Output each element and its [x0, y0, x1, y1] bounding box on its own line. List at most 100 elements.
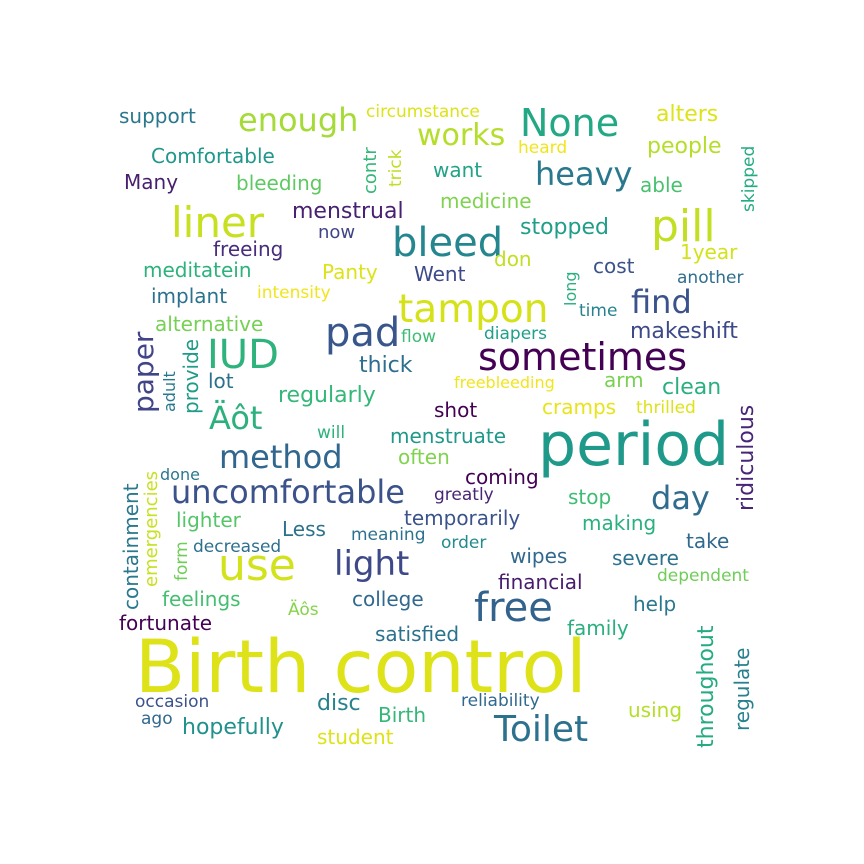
- word: Comfortable: [151, 144, 275, 168]
- word: Äôs: [288, 600, 319, 620]
- word: occasion: [135, 692, 210, 712]
- word: paper: [127, 331, 160, 413]
- word: 1year: [680, 240, 738, 264]
- word: support: [119, 104, 196, 128]
- word: often: [398, 445, 450, 469]
- word: containment: [119, 483, 143, 610]
- word: Toilet: [494, 709, 589, 750]
- word: light: [334, 544, 410, 584]
- word: Many: [124, 170, 179, 194]
- word: thick: [359, 353, 413, 378]
- word: lot: [208, 369, 234, 393]
- word: contr: [360, 147, 381, 194]
- word: people: [647, 134, 722, 159]
- word: stop: [568, 485, 612, 509]
- word: reliability: [461, 691, 540, 711]
- word: Went: [414, 262, 466, 286]
- word: freebleeding: [454, 373, 555, 392]
- word: Äôt: [209, 399, 263, 437]
- word: now: [318, 222, 356, 243]
- word: tampon: [398, 287, 549, 332]
- word: flow: [401, 327, 437, 347]
- word: dependent: [657, 566, 749, 586]
- word: arm: [604, 368, 644, 392]
- word: uncomfortable: [171, 473, 405, 511]
- word: making: [582, 511, 657, 535]
- word: greatly: [434, 485, 494, 505]
- word: thrilled: [636, 398, 696, 418]
- word: makeshift: [630, 319, 738, 344]
- word: cramps: [542, 395, 617, 419]
- word: college: [352, 587, 424, 611]
- word: period: [538, 410, 730, 480]
- word: alternative: [155, 312, 264, 336]
- word: ago: [141, 709, 173, 729]
- word: sometimes: [478, 335, 688, 379]
- word: heavy: [535, 155, 633, 193]
- word: implant: [151, 284, 228, 308]
- word: lighter: [176, 508, 241, 532]
- word: cost: [593, 254, 635, 278]
- word: method: [219, 438, 343, 476]
- word: Birth: [378, 703, 427, 727]
- word: medicine: [440, 189, 532, 213]
- word: want: [433, 158, 483, 182]
- word: ridiculous: [734, 404, 759, 511]
- word: pad: [325, 310, 401, 356]
- word: able: [640, 173, 683, 197]
- word: trick: [386, 149, 406, 187]
- word: adult: [160, 371, 179, 412]
- word: freeing: [213, 237, 284, 261]
- word: order: [441, 533, 487, 553]
- word: free: [474, 585, 553, 631]
- word: family: [567, 616, 629, 640]
- word: clean: [662, 375, 722, 400]
- word: pill: [651, 201, 716, 252]
- word: take: [686, 529, 730, 553]
- word: Panty: [322, 260, 378, 284]
- word: regulate: [730, 647, 754, 731]
- word: enough: [238, 101, 359, 139]
- word: heard: [518, 138, 568, 158]
- word: don: [494, 247, 532, 271]
- word: bleeding: [236, 171, 323, 195]
- word: day: [651, 479, 710, 517]
- word: time: [579, 301, 618, 321]
- word: regularly: [278, 383, 376, 408]
- word: disc: [317, 691, 361, 716]
- word: menstruate: [390, 424, 507, 448]
- word: help: [633, 592, 677, 616]
- word: feelings: [162, 587, 241, 611]
- word: throughout: [694, 625, 719, 748]
- word: satisfied: [375, 622, 460, 646]
- word: emergencies: [141, 470, 162, 587]
- word: alters: [656, 102, 719, 127]
- word: financial: [498, 570, 583, 594]
- word: diapers: [484, 324, 548, 344]
- word: coming: [465, 465, 539, 489]
- word: shot: [434, 398, 478, 422]
- word: severe: [612, 546, 679, 570]
- word: hopefully: [182, 715, 284, 740]
- word: bleed: [392, 220, 504, 266]
- word: student: [317, 725, 394, 749]
- word: meaning: [351, 525, 426, 545]
- word: wipes: [510, 544, 568, 568]
- word: using: [628, 698, 683, 722]
- word: works: [417, 118, 506, 153]
- word: Less: [282, 517, 326, 541]
- word: IUD: [207, 332, 279, 378]
- word: menstrual: [292, 199, 404, 224]
- word: provide: [179, 338, 203, 414]
- word: circumstance: [366, 102, 480, 122]
- word: decreased: [193, 537, 282, 557]
- word: skipped: [739, 145, 759, 212]
- word: Birth control: [135, 625, 587, 710]
- word: done: [160, 465, 200, 484]
- word: temporarily: [404, 506, 521, 530]
- word: will: [317, 423, 346, 443]
- word: use: [218, 540, 296, 591]
- word: None: [520, 101, 620, 145]
- word: form: [172, 541, 192, 581]
